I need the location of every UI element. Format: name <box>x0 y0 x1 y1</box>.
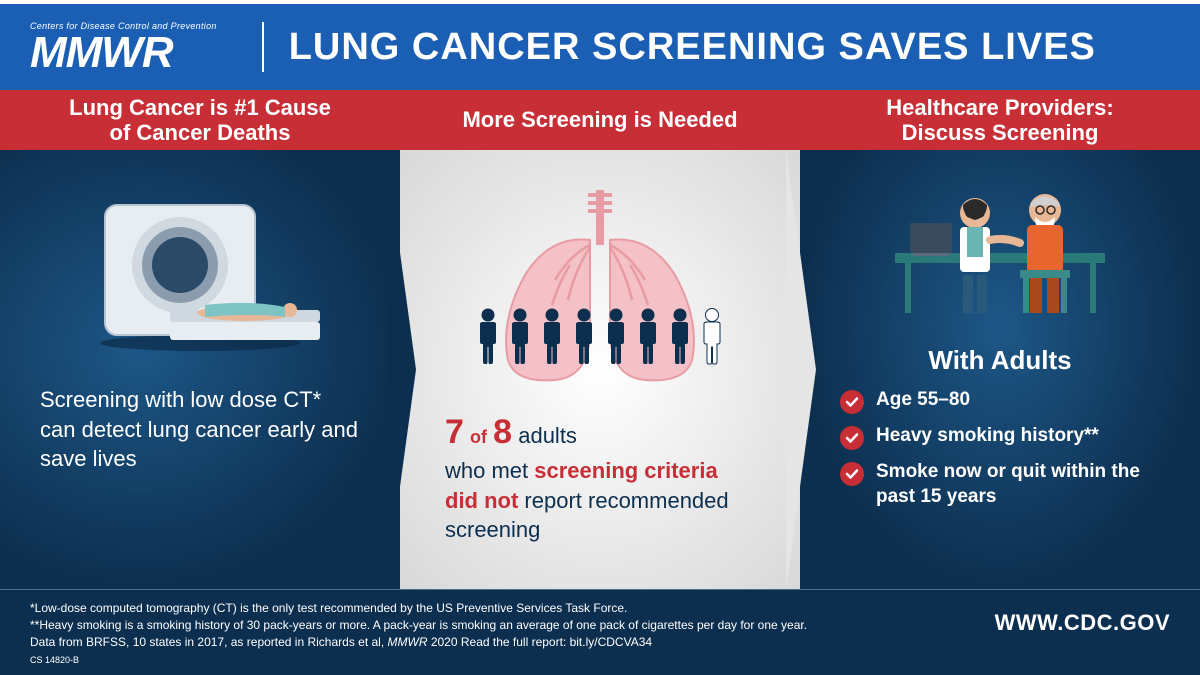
stat-didnot: did not <box>445 488 518 513</box>
criteria-text: Age 55–80 <box>876 388 970 413</box>
criteria-list: Age 55–80 Heavy smoking history** Smoke no… <box>830 388 1170 519</box>
mmwr-logo: Centers for Disease Control and Preventi… <box>30 21 217 73</box>
panel-2-caption: 7 of 8 adults who met screening criteria… <box>430 410 770 545</box>
stat-numerator: 7 <box>445 413 464 451</box>
panel-3-title: With Adults <box>928 345 1071 376</box>
checkmark-icon <box>840 390 864 414</box>
ct-scanner-icon <box>70 175 330 355</box>
criteria-item: Smoke now or quit within the past 15 yea… <box>840 460 1160 509</box>
person-icon <box>602 307 630 365</box>
criteria-text: Heavy smoking history** <box>876 424 1099 449</box>
stat-criteria: screening criteria <box>534 458 717 483</box>
ribbon-cell-3: Healthcare Providers: Discuss Screening <box>800 90 1200 150</box>
panel-ct: Screening with low dose CT* can detect l… <box>0 150 400 589</box>
chevron-2-icon <box>786 150 816 589</box>
person-icon <box>698 307 726 365</box>
cs-number: CS 14820-B <box>30 654 1170 667</box>
person-icon <box>474 307 502 365</box>
page-title: LUNG CANCER SCREENING SAVES LIVES <box>289 26 1096 69</box>
person-icon <box>634 307 662 365</box>
lungs-icon <box>460 185 740 385</box>
header-bar: Centers for Disease Control and Preventi… <box>0 0 1200 90</box>
people-pictogram <box>474 307 726 365</box>
ribbon-cell-2: More Screening is Needed <box>400 90 800 150</box>
chevron-1-icon <box>386 150 416 589</box>
ribbon-cell-1: Lung Cancer is #1 Cause of Cancer Deaths <box>0 90 400 150</box>
panel-stats: 7 of 8 adults who met screening criteria… <box>400 150 800 589</box>
infographic-root: Centers for Disease Control and Preventi… <box>0 0 1200 675</box>
stat-of: of <box>470 427 487 447</box>
section-ribbon: Lung Cancer is #1 Cause of Cancer Deaths… <box>0 90 1200 150</box>
stat-denominator: 8 <box>493 413 512 451</box>
footer: *Low-dose computed tomography (CT) is th… <box>0 589 1200 675</box>
cdc-url: WWW.CDC.GOV <box>995 608 1170 639</box>
header-divider <box>262 22 264 72</box>
stat-line2a: who met <box>445 458 534 483</box>
panels-row: Screening with low dose CT* can detect l… <box>0 150 1200 589</box>
stat-tail: adults <box>518 423 577 448</box>
criteria-item: Heavy smoking history** <box>840 424 1160 450</box>
person-icon <box>506 307 534 365</box>
person-icon <box>570 307 598 365</box>
logo-text: MMWR <box>30 33 217 73</box>
criteria-item: Age 55–80 <box>840 388 1160 414</box>
panel-1-caption: Screening with low dose CT* can detect l… <box>30 385 370 474</box>
criteria-text: Smoke now or quit within the past 15 yea… <box>876 460 1160 509</box>
checkmark-icon <box>840 426 864 450</box>
checkmark-icon <box>840 462 864 486</box>
doctor-patient-icon <box>875 175 1125 325</box>
panel-providers: With Adults Age 55–80 Heavy smoking histo… <box>800 150 1200 589</box>
person-icon <box>666 307 694 365</box>
person-icon <box>538 307 566 365</box>
